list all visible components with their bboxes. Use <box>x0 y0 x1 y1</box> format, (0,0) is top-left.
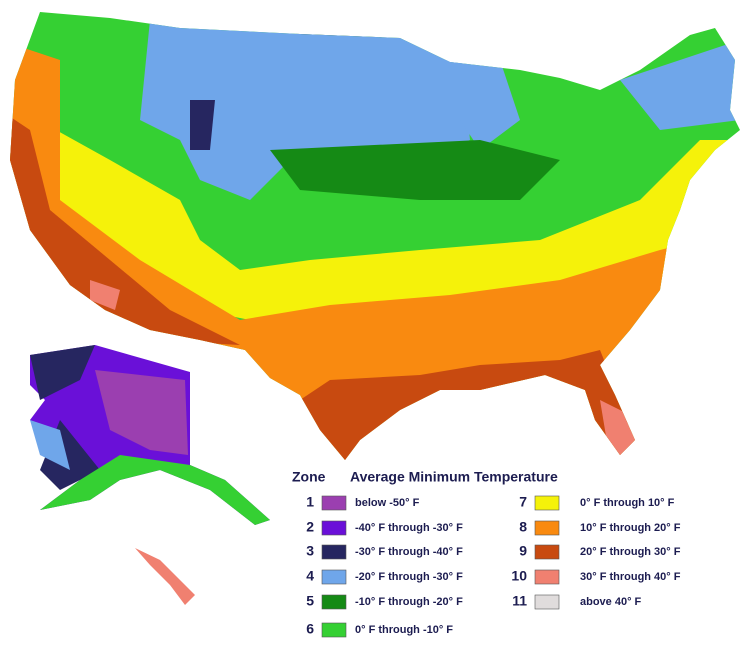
zone-swatch <box>534 495 560 511</box>
zone-number: 1 <box>306 494 314 510</box>
zone-swatch <box>534 569 560 585</box>
zone-label: 10° F through 20° F <box>580 522 681 534</box>
zone-swatch <box>321 622 347 638</box>
zone-label: 0° F through -10° F <box>355 624 453 636</box>
zone-number: 10 <box>511 568 527 584</box>
zone-label: 0° F through 10° F <box>580 497 675 509</box>
zone-swatch <box>321 520 347 536</box>
zone-swatch <box>534 544 560 560</box>
alaska-zone-1 <box>95 370 188 455</box>
legend: Zone Average Minimum Temperature 1 below … <box>292 469 681 638</box>
alaska-zone-4 <box>30 420 70 470</box>
zone-label: -10° F through -20° F <box>355 596 463 608</box>
legend-temperature-header: Average Minimum Temperature <box>350 469 558 485</box>
zone-swatch <box>534 520 560 536</box>
zone-label: 20° F through 30° F <box>580 546 681 558</box>
zone-number: 3 <box>306 543 314 559</box>
zone-number: 6 <box>306 621 314 637</box>
alaska-coast <box>40 455 270 525</box>
zone-swatch <box>321 544 347 560</box>
zone-number: 2 <box>306 519 314 535</box>
zone-label: -40° F through -30° F <box>355 522 463 534</box>
legend-zone-header: Zone <box>292 469 326 485</box>
hawaii-map <box>135 548 195 605</box>
zone-swatch <box>321 569 347 585</box>
zone-swatch <box>321 495 347 511</box>
zone-number: 9 <box>519 543 527 559</box>
zone-label: -20° F through -30° F <box>355 571 463 583</box>
zone-swatch <box>321 594 347 610</box>
zone-number: 5 <box>306 593 314 609</box>
zone-number: 7 <box>519 494 527 510</box>
zone-swatch <box>534 594 560 610</box>
zone-label: -30° F through -40° F <box>355 546 463 558</box>
zone-number: 4 <box>306 568 314 584</box>
zone-number: 8 <box>519 519 527 535</box>
zone-number: 11 <box>512 593 527 609</box>
zone-label: above 40° F <box>580 596 642 608</box>
zone-label: 30° F through 40° F <box>580 571 681 583</box>
zone-label: below -50° F <box>355 497 420 509</box>
